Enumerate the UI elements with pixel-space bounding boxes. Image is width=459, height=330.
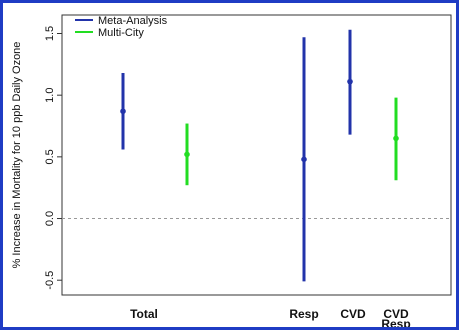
y-tick-label: -0.5 [44,271,56,290]
x-category-label: Total [130,307,158,321]
point-estimate [301,156,307,163]
y-tick-label: 1.0 [44,88,56,103]
chart-marks [120,29,399,282]
x-category-label: Resp [289,307,318,321]
y-tick-label: 1.5 [44,26,56,41]
point-estimate [347,78,353,85]
y-axis: -0.5 0.0 0.5 1.0 1.5 [44,26,62,290]
point-estimate [393,135,399,142]
plot-area [61,14,452,296]
legend-label: Meta-Analysis [98,15,168,27]
x-category-label: CVD [383,307,409,321]
chart-frame: -0.5 0.0 0.5 1.0 1.5 Total Resp CVD CVD Resp Met… [3,3,456,327]
y-tick-label: 0.0 [44,211,56,226]
point-estimate [184,151,190,158]
legend-label: Multi-City [98,27,144,39]
x-category-label: CVD [340,307,366,321]
point-estimate [120,108,126,115]
x-category-label-line2: Resp [381,317,410,327]
y-tick-label: 0.5 [44,149,56,164]
plot-border [61,14,452,296]
y-axis-title: % Increase in Mortality for 10 ppb Daily… [11,42,23,269]
